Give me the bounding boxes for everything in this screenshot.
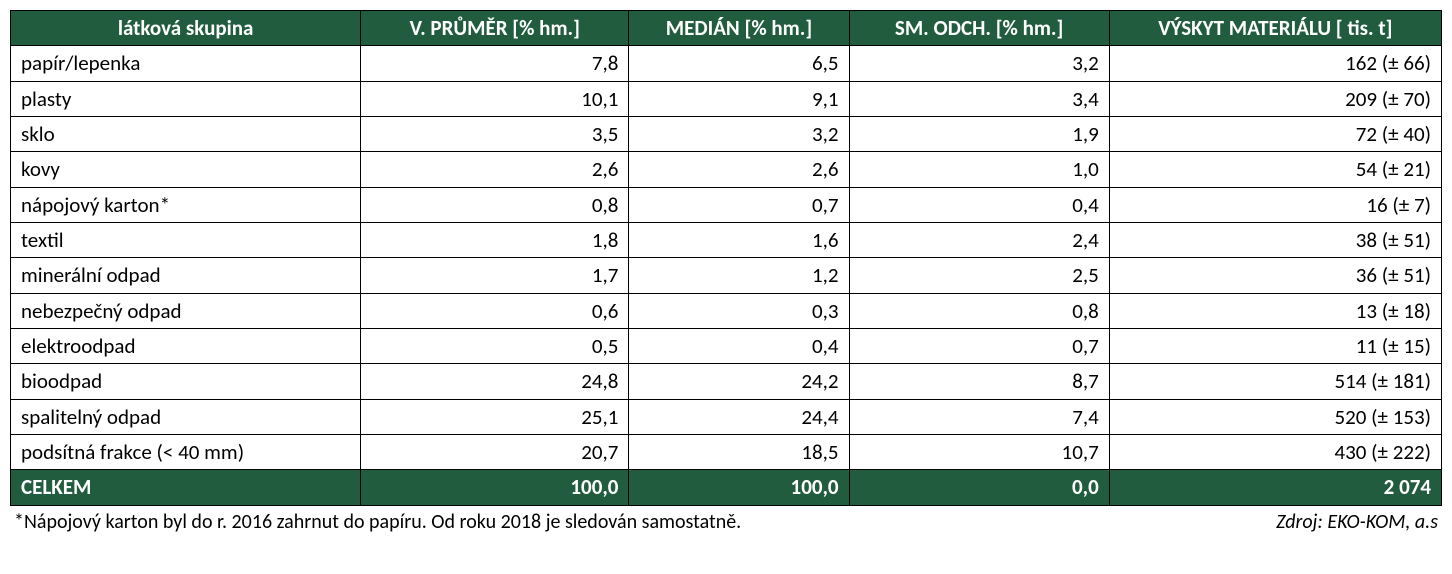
cell-median: 9,1: [629, 81, 849, 116]
cell-sd: 0,8: [849, 293, 1109, 328]
cell-sd: 0,7: [849, 329, 1109, 364]
cell-median: 3,2: [629, 117, 849, 152]
cell-mean: 1,8: [361, 223, 629, 258]
cell-mean: 20,7: [361, 435, 629, 470]
cell-sd: 10,7: [849, 435, 1109, 470]
col-header-group: látková skupina: [11, 11, 361, 46]
col-header-median: MEDIÁN [% hm.]: [629, 11, 849, 46]
table-row: kovy2,62,61,054 (± 21): [11, 152, 1442, 187]
cell-label: spalitelný odpad: [11, 399, 361, 434]
table-row: sklo3,53,21,972 (± 40): [11, 117, 1442, 152]
cell-sd: 7,4: [849, 399, 1109, 434]
cell-sd: 8,7: [849, 364, 1109, 399]
cell-label: bioodpad: [11, 364, 361, 399]
cell-mean: 1,7: [361, 258, 629, 293]
table-row: nebezpečný odpad0,60,30,813 (± 18): [11, 293, 1442, 328]
cell-median: 0,3: [629, 293, 849, 328]
cell-sd: 1,0: [849, 152, 1109, 187]
cell-occ: 514 (± 181): [1109, 364, 1441, 399]
total-median: 100,0: [629, 470, 849, 505]
table-row: spalitelný odpad25,124,47,4520 (± 153): [11, 399, 1442, 434]
cell-label: papír/lepenka: [11, 46, 361, 81]
cell-mean: 7,8: [361, 46, 629, 81]
cell-mean: 0,5: [361, 329, 629, 364]
col-header-mean: V. PRŮMĚR [% hm.]: [361, 11, 629, 46]
cell-label: kovy: [11, 152, 361, 187]
table-row: elektroodpad0,50,40,711 (± 15): [11, 329, 1442, 364]
cell-mean: 0,6: [361, 293, 629, 328]
cell-median: 1,6: [629, 223, 849, 258]
source-text: Zdroj: EKO-KOM, a.s: [1276, 510, 1438, 534]
cell-sd: 2,5: [849, 258, 1109, 293]
cell-median: 6,5: [629, 46, 849, 81]
cell-median: 0,4: [629, 329, 849, 364]
cell-label: nebezpečný odpad: [11, 293, 361, 328]
cell-sd: 1,9: [849, 117, 1109, 152]
cell-median: 24,4: [629, 399, 849, 434]
cell-label: podsítná frakce (< 40 mm): [11, 435, 361, 470]
cell-occ: 38 (± 51): [1109, 223, 1441, 258]
cell-occ: 13 (± 18): [1109, 293, 1441, 328]
cell-sd: 3,2: [849, 46, 1109, 81]
table-total-row: CELKEM100,0100,00,02 074: [11, 470, 1442, 505]
cell-sd: 2,4: [849, 223, 1109, 258]
cell-mean: 10,1: [361, 81, 629, 116]
cell-median: 2,6: [629, 152, 849, 187]
table-container: látková skupina V. PRŮMĚR [% hm.] MEDIÁN…: [10, 10, 1442, 506]
cell-mean: 3,5: [361, 117, 629, 152]
cell-sd: 0,4: [849, 187, 1109, 222]
cell-occ: 162 (± 66): [1109, 46, 1441, 81]
materials-table: látková skupina V. PRŮMĚR [% hm.] MEDIÁN…: [10, 10, 1442, 506]
table-row: bioodpad24,824,28,7514 (± 181): [11, 364, 1442, 399]
cell-label: plasty: [11, 81, 361, 116]
cell-median: 18,5: [629, 435, 849, 470]
cell-median: 0,7: [629, 187, 849, 222]
table-row: textil1,81,62,438 (± 51): [11, 223, 1442, 258]
cell-median: 1,2: [629, 258, 849, 293]
cell-occ: 54 (± 21): [1109, 152, 1441, 187]
cell-occ: 520 (± 153): [1109, 399, 1441, 434]
cell-occ: 11 (± 15): [1109, 329, 1441, 364]
col-header-sd: SM. ODCH. [% hm.]: [849, 11, 1109, 46]
table-footer: *Nápojový karton byl do r. 2016 zahrnut …: [10, 506, 1442, 534]
cell-mean: 25,1: [361, 399, 629, 434]
cell-label: nápojový karton*: [11, 187, 361, 222]
table-row: nápojový karton*0,80,70,416 (± 7): [11, 187, 1442, 222]
table-row: plasty10,19,13,4209 (± 70): [11, 81, 1442, 116]
table-row: papír/lepenka7,86,53,2162 (± 66): [11, 46, 1442, 81]
cell-mean: 2,6: [361, 152, 629, 187]
cell-sd: 3,4: [849, 81, 1109, 116]
cell-mean: 24,8: [361, 364, 629, 399]
table-header-row: látková skupina V. PRŮMĚR [% hm.] MEDIÁN…: [11, 11, 1442, 46]
col-header-occ: VÝSKYT MATERIÁLU [ tis. t]: [1109, 11, 1441, 46]
cell-median: 24,2: [629, 364, 849, 399]
total-sd: 0,0: [849, 470, 1109, 505]
table-row: minerální odpad1,71,22,536 (± 51): [11, 258, 1442, 293]
cell-occ: 36 (± 51): [1109, 258, 1441, 293]
cell-label: sklo: [11, 117, 361, 152]
cell-label: elektroodpad: [11, 329, 361, 364]
cell-label: minerální odpad: [11, 258, 361, 293]
total-label: CELKEM: [11, 470, 361, 505]
footnote-text: *Nápojový karton byl do r. 2016 zahrnut …: [14, 510, 741, 534]
cell-occ: 209 (± 70): [1109, 81, 1441, 116]
cell-occ: 16 (± 7): [1109, 187, 1441, 222]
cell-mean: 0,8: [361, 187, 629, 222]
cell-label: textil: [11, 223, 361, 258]
cell-occ: 430 (± 222): [1109, 435, 1441, 470]
total-mean: 100,0: [361, 470, 629, 505]
table-row: podsítná frakce (< 40 mm)20,718,510,7430…: [11, 435, 1442, 470]
cell-occ: 72 (± 40): [1109, 117, 1441, 152]
total-occ: 2 074: [1109, 470, 1441, 505]
